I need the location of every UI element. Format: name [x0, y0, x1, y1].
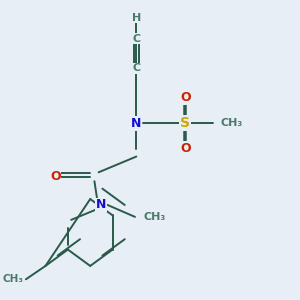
Text: CH₃: CH₃: [220, 118, 242, 128]
Text: S: S: [180, 116, 190, 130]
Text: O: O: [50, 170, 61, 183]
Text: CH₃: CH₃: [2, 274, 23, 284]
Text: C: C: [132, 63, 140, 73]
Text: N: N: [131, 117, 142, 130]
Text: O: O: [180, 92, 190, 104]
Text: CH₃: CH₃: [143, 212, 166, 222]
Text: C: C: [132, 34, 140, 44]
Text: O: O: [180, 142, 190, 155]
Text: H: H: [132, 13, 141, 23]
Text: N: N: [96, 199, 106, 212]
